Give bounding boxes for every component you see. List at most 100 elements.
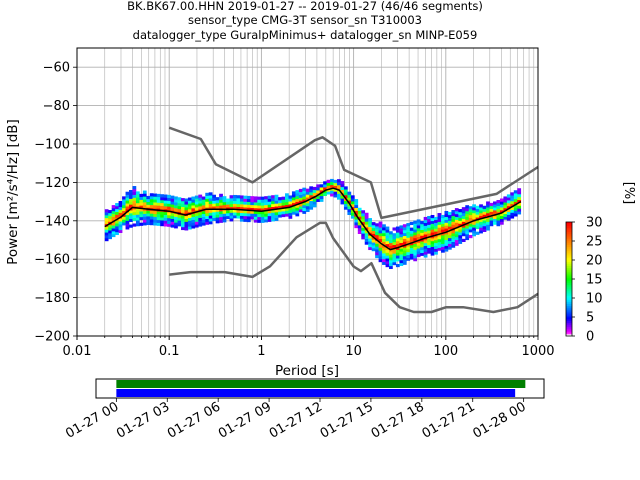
ppsd-cell [142,216,147,220]
ppsd-cell [326,182,331,186]
ppsd-cell [343,194,348,199]
ppsd-cell [486,210,490,214]
ppsd-cell [295,195,300,200]
ppsd-cell [389,254,393,258]
ppsd-cell [413,258,418,262]
ppsd-cell [489,205,494,209]
ppsd-cell [402,238,407,242]
ppsd-cell [274,194,279,198]
ppsd-cell [506,197,511,201]
ppsd-cell [312,189,317,193]
ppsd-cell [413,220,418,224]
ppsd-cell [395,229,400,233]
ppsd-cell [430,243,435,247]
ppsd-cell [291,211,296,215]
ppsd-cell [385,229,390,233]
ppsd-cell [395,240,400,245]
ppsd-cell [510,195,515,199]
ppsd-cell [427,247,431,251]
ppsd-cell [392,241,397,246]
ppsd-cell [399,251,404,255]
ppsd-cell [271,203,275,208]
ppsd-cell [493,221,497,225]
ppsd-cell [156,205,161,209]
ppsd-cell [281,199,286,203]
ppsd-cell [392,227,397,231]
ppsd-cell [229,198,234,202]
ppsd-cell [226,210,230,214]
ppsd-cell [111,228,116,232]
ppsd-cell [413,232,418,236]
ppsd-cell [499,207,504,211]
ppsd-cell [246,207,251,211]
ppsd-cell [406,223,411,227]
ppsd-cell [253,205,258,209]
ppsd-cell [447,217,452,221]
ppsd-cell [350,198,355,202]
ppsd-cell [226,215,230,220]
ppsd-cell [354,201,359,206]
ppsd-cell [125,209,130,213]
ppsd-cell [198,217,203,221]
ppsd-cell [361,236,366,240]
ppsd-cell [302,196,307,200]
colorbar-swatch [566,286,572,289]
ppsd-cell [125,194,130,198]
ppsd-cell [368,246,372,251]
ppsd-cell [305,205,310,210]
ppsd-cell [281,211,286,215]
ppsd-cell [368,220,372,225]
ppsd-cell [475,208,480,212]
ppsd-cell [319,198,324,202]
ppsd-cell [167,194,171,199]
ppsd-cell [510,203,515,208]
ppsd-cell [108,235,112,240]
y-axis-ticks: −200 −180 −160 −140 −120 −100 −80 −60 [34,61,77,345]
ppsd-cell [347,206,352,210]
colorbar-swatch [566,277,572,280]
ppsd-cell [513,207,518,211]
ppsd-cell [416,242,421,246]
ppsd-cell [468,234,473,239]
ppsd-cell [135,191,140,195]
ppsd-cell [378,221,383,225]
ppsd-cell [441,226,445,230]
ppsd-cell [253,219,258,223]
ppsd-cell [493,201,497,205]
ppsd-cell [115,203,119,207]
ppsd-cell [354,204,359,208]
ppsd-cell [458,220,463,224]
ppsd-cell [479,215,483,220]
ppsd-cell [226,212,230,217]
colorbar-swatch [566,299,572,303]
ppsd-cell [319,190,324,194]
ppsd-cell [201,202,206,206]
ppsd-cell [510,212,515,216]
ppsd-cell [385,249,390,253]
ppsd-cell [382,227,386,231]
ppsd-cell [295,193,300,197]
ppsd-cell [187,206,192,210]
ppsd-cell [236,212,241,216]
ppsd-cell [451,221,456,225]
coverage-tick-label: 01-28 00 [471,399,529,441]
colorbar-swatch [566,324,572,327]
ppsd-cell [187,214,192,218]
ppsd-cell [375,243,379,247]
ppsd-cell [260,219,265,223]
ppsd-cell [194,221,199,225]
ppsd-cell [278,214,282,218]
ppsd-cell [506,205,511,210]
ppsd-cell [194,215,199,219]
ppsd-cell [309,200,314,204]
ppsd-cell [212,217,216,221]
ppsd-cell [441,235,445,239]
ppsd-cell [267,218,272,222]
ppsd-cell [392,253,397,257]
ppsd-cell [479,221,483,225]
ppsd-cell [215,214,220,218]
ppsd-cell [212,214,216,219]
coverage-bars [116,380,526,397]
ppsd-cell [135,208,140,212]
ppsd-cell [437,238,442,243]
